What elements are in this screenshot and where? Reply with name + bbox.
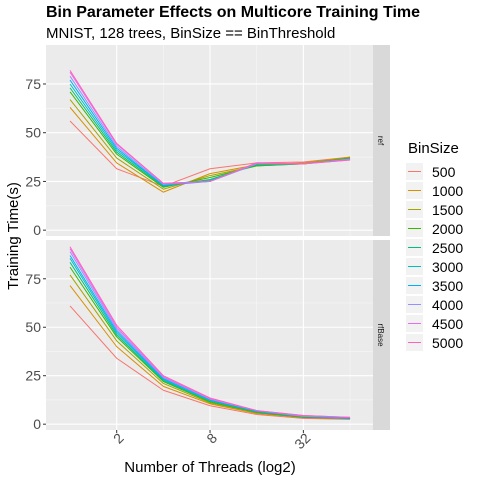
y-tick-label: 50	[25, 125, 41, 141]
x-tick-label: 32	[291, 430, 313, 452]
legend-item: 500	[406, 163, 456, 180]
chart-title: Bin Parameter Effects on Multicore Train…	[46, 4, 420, 21]
y-tick-label: 25	[25, 368, 41, 384]
legend: BinSize 500 1000 1500 2000 2500 3000 3500 4000 4…	[406, 140, 463, 351]
y-tick-label: 0	[33, 222, 41, 238]
legend-item: 2000	[406, 220, 463, 237]
series-line-5000	[69, 70, 351, 184]
series-line-5000	[69, 246, 351, 418]
y-tick-label: 75	[25, 76, 41, 92]
legend-label: 3000	[432, 259, 463, 275]
facet-strip-label: rfBase	[376, 323, 385, 347]
series-line-2000	[69, 266, 351, 419]
x-axis: 2 8 32	[110, 430, 314, 452]
panel-rfBase: 0 25 50 75 rfBase	[25, 240, 390, 432]
y-axis-title: Training Time(s)	[5, 182, 22, 290]
legend-title: BinSize	[408, 140, 459, 157]
legend-item: 1500	[406, 201, 463, 218]
x-axis-title: Number of Threads (log2)	[124, 459, 295, 476]
facet-strip	[373, 240, 390, 430]
legend-item: 3500	[406, 277, 463, 294]
chart-subtitle: MNIST, 128 trees, BinSize == BinThreshol…	[46, 25, 335, 42]
x-tick-label: 8	[203, 430, 220, 447]
legend-item: 5000	[406, 334, 463, 351]
legend-label: 4500	[432, 316, 463, 332]
legend-item: 4000	[406, 296, 463, 313]
facet-strip-label: ref	[376, 136, 385, 146]
facet-strip	[373, 45, 390, 236]
legend-item: 2500	[406, 239, 463, 256]
legend-item: 3000	[406, 258, 463, 275]
series-line-1000	[69, 107, 351, 193]
y-tick-label: 50	[25, 319, 41, 335]
panels: 0 25 50 75 ref 0 25 50 75 rfBase	[25, 45, 390, 432]
series-line-500	[69, 305, 351, 420]
legend-label: 1000	[432, 183, 463, 199]
series-line-500	[69, 120, 351, 187]
legend-label: 1500	[432, 202, 463, 218]
legend-label: 500	[432, 164, 456, 180]
panel-ref: 0 25 50 75 ref	[25, 45, 390, 238]
legend-label: 5000	[432, 335, 463, 351]
legend-label: 2000	[432, 221, 463, 237]
y-tick-label: 0	[33, 416, 41, 432]
legend-label: 2500	[432, 240, 463, 256]
legend-label: 4000	[432, 297, 463, 313]
x-tick-label: 2	[110, 430, 127, 447]
legend-item: 4500	[406, 315, 463, 332]
y-tick-label: 75	[25, 271, 41, 287]
y-tick-label: 25	[25, 173, 41, 189]
legend-item: 1000	[406, 182, 463, 199]
legend-label: 3500	[432, 278, 463, 294]
